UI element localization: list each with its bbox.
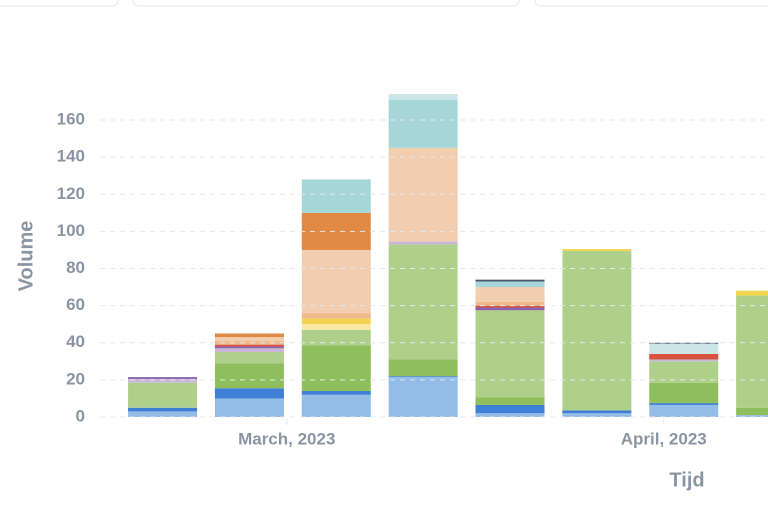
bar-segment bbox=[214, 337, 284, 341]
y-axis-label: Volume bbox=[15, 221, 37, 292]
bar-segment bbox=[214, 346, 284, 349]
bar-segment bbox=[736, 290, 768, 296]
bar-segment bbox=[649, 353, 719, 360]
bar-segment bbox=[649, 404, 719, 417]
bar-segment bbox=[475, 397, 545, 405]
bar-segment bbox=[388, 244, 458, 360]
bar-segment bbox=[388, 359, 458, 377]
filter-box[interactable] bbox=[132, 0, 520, 7]
y-tick-label: 0 bbox=[76, 406, 85, 425]
y-tick-label: 160 bbox=[57, 110, 85, 129]
bar-segment bbox=[562, 249, 632, 251]
bar-segment bbox=[649, 403, 719, 405]
y-tick-label: 40 bbox=[66, 332, 85, 351]
bar-segment bbox=[301, 313, 371, 319]
bar-segment bbox=[214, 388, 284, 399]
y-tick-label: 140 bbox=[57, 147, 85, 166]
bar-segment bbox=[388, 377, 458, 417]
bar-segment bbox=[214, 344, 284, 347]
bar-segment bbox=[562, 413, 632, 417]
x-axis-label: Tijd bbox=[669, 469, 704, 491]
bar-segment bbox=[214, 352, 284, 364]
y-tick-label: 120 bbox=[57, 184, 85, 203]
bar-segment bbox=[475, 305, 545, 308]
bar-segment bbox=[301, 324, 371, 330]
bar-segment bbox=[128, 378, 198, 383]
bar-segment bbox=[475, 310, 545, 398]
bar-segment bbox=[301, 318, 371, 325]
bar-segment bbox=[649, 343, 719, 354]
bar-segment bbox=[128, 377, 198, 379]
bar-segment bbox=[214, 363, 284, 389]
bar-segment bbox=[736, 295, 768, 408]
x-tick-label: March, 2023 bbox=[238, 429, 335, 448]
bar-segment bbox=[301, 391, 371, 395]
bar-segment bbox=[475, 404, 545, 414]
bar-segment bbox=[128, 382, 198, 408]
bar-segment bbox=[475, 281, 545, 288]
bar-segment bbox=[214, 348, 284, 353]
filter-box[interactable] bbox=[0, 0, 119, 7]
bar-segment bbox=[562, 250, 632, 411]
bar-segment bbox=[388, 241, 458, 245]
bar-segment bbox=[301, 179, 371, 213]
bar-segment bbox=[475, 413, 545, 417]
bar-segment bbox=[301, 394, 371, 417]
y-tick-label: 60 bbox=[66, 295, 85, 314]
bar-segment bbox=[649, 361, 719, 383]
bar-segment bbox=[562, 410, 632, 414]
bar-segment bbox=[475, 307, 545, 311]
bar-segment bbox=[388, 99, 458, 148]
bar-segment bbox=[649, 382, 719, 404]
bar-segment bbox=[736, 407, 768, 416]
x-tick-label: April, 2023 bbox=[621, 429, 707, 448]
filter-box[interactable] bbox=[534, 0, 768, 7]
y-tick-label: 20 bbox=[66, 369, 85, 388]
bar-segment bbox=[214, 340, 284, 345]
bar-segment bbox=[649, 359, 719, 362]
bar-segment bbox=[475, 301, 545, 306]
y-tick-label: 100 bbox=[57, 221, 85, 240]
bar-segment bbox=[301, 249, 371, 314]
bar-segment bbox=[301, 345, 371, 392]
y-tick-label: 80 bbox=[66, 258, 85, 277]
bar-segment bbox=[214, 333, 284, 338]
bar-segment bbox=[388, 94, 458, 100]
bar-segment bbox=[128, 407, 198, 412]
bar-segment bbox=[475, 279, 545, 282]
bar-segment bbox=[388, 376, 458, 378]
bar-segment bbox=[736, 415, 768, 417]
bar-segment bbox=[214, 398, 284, 417]
bar-segment bbox=[475, 287, 545, 302]
bar-segment bbox=[301, 329, 371, 346]
bar-segment bbox=[128, 411, 198, 417]
bars bbox=[128, 94, 768, 417]
